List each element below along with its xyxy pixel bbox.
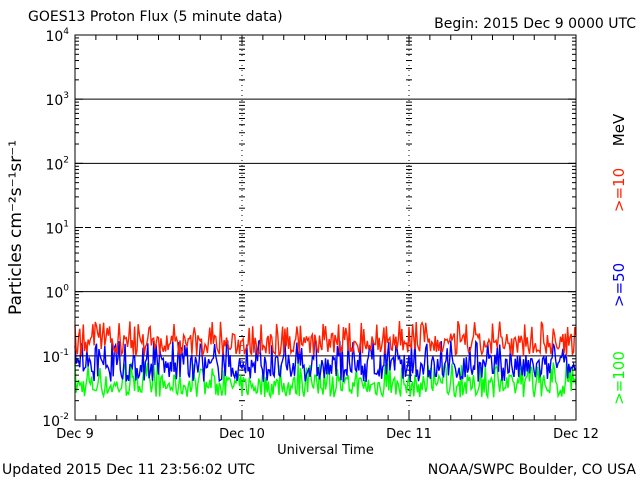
- legend-label: MeV: [610, 113, 628, 146]
- x-tick-label: Dec 11: [386, 427, 432, 442]
- updated-time: Updated 2015 Dec 11 23:56:02 UTC: [2, 462, 256, 478]
- series-line-ge50: [74, 337, 577, 383]
- legend-label: >=10: [610, 168, 628, 212]
- y-tick-label: 102: [45, 155, 69, 173]
- y-tick-label: 10-1: [42, 348, 69, 366]
- x-tick-label: Dec 10: [219, 427, 265, 442]
- y-tick-label: 103: [45, 91, 69, 109]
- legend-label: >=100: [610, 351, 628, 405]
- y-axis-label: Particles cm⁻²s⁻¹sr⁻¹: [6, 140, 26, 315]
- x-tick-label: Dec 12: [553, 427, 599, 442]
- series-line-ge10: [74, 320, 577, 358]
- begin-time: Begin: 2015 Dec 9 0000 UTC: [434, 16, 636, 32]
- y-tick-label: 100: [45, 284, 69, 302]
- x-axis-label: Universal Time: [277, 443, 374, 458]
- chart-title: GOES13 Proton Flux (5 minute data): [28, 9, 283, 25]
- y-tick-label: 10-2: [42, 412, 69, 430]
- legend-label: >=50: [610, 263, 628, 307]
- y-tick-label: 104: [45, 27, 69, 45]
- y-tick-label: 101: [45, 220, 69, 238]
- credit-label: NOAA/SWPC Boulder, CO USA: [427, 462, 636, 478]
- x-tick-label: Dec 9: [56, 427, 94, 442]
